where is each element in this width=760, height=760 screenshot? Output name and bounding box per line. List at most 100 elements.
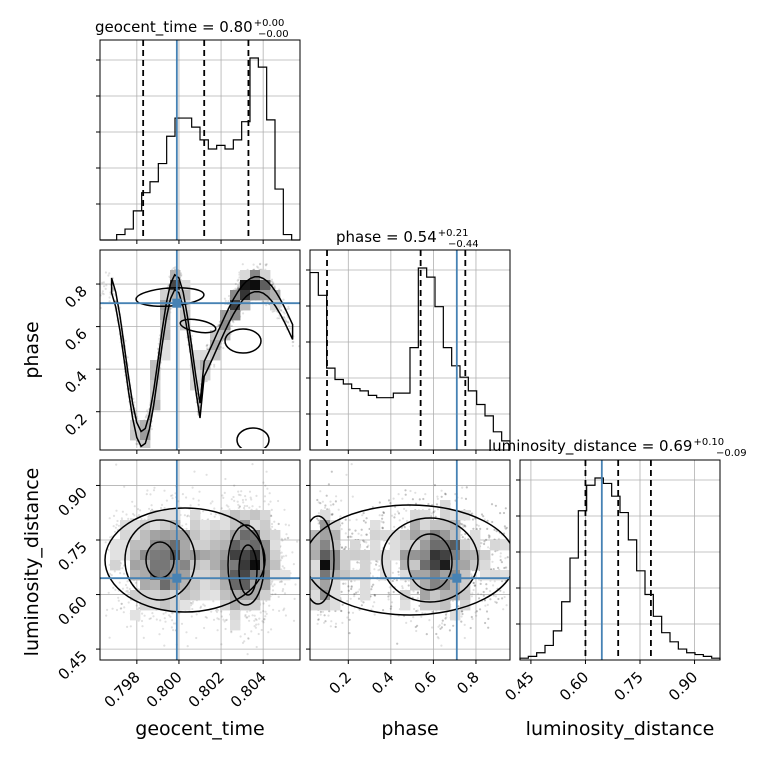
sample-point xyxy=(109,572,112,576)
sample-point xyxy=(289,327,292,330)
density-cell xyxy=(220,330,231,341)
sample-point xyxy=(150,428,153,431)
sample-point xyxy=(91,361,93,363)
sample-point xyxy=(280,555,283,558)
sample-point xyxy=(259,611,262,614)
sample-point xyxy=(107,274,110,277)
sample-point xyxy=(280,309,283,312)
sample-point xyxy=(230,498,233,501)
sample-point xyxy=(280,305,283,308)
sample-point xyxy=(180,274,183,277)
density-cell xyxy=(230,310,241,321)
sample-point xyxy=(137,514,141,517)
sample-point xyxy=(230,324,233,327)
title-phase: phase = 0.54+0.21 xyxy=(336,228,468,246)
sample-point xyxy=(247,637,250,640)
sample-point xyxy=(234,287,237,290)
density-cell xyxy=(190,360,201,371)
sample-point xyxy=(224,299,227,302)
sample-point xyxy=(266,487,269,490)
sample-point xyxy=(237,490,240,493)
panel-phase-vs-geocent-time xyxy=(88,249,307,455)
sample-point xyxy=(260,628,263,632)
sample-point xyxy=(108,517,111,520)
sample-point xyxy=(163,506,166,510)
sample-point xyxy=(277,595,280,599)
density-cell xyxy=(240,290,251,301)
sample-point xyxy=(206,347,209,350)
density-cell xyxy=(240,300,251,311)
sample-point xyxy=(222,347,225,350)
sample-point xyxy=(305,359,307,361)
sample-point xyxy=(281,565,284,568)
sample-point xyxy=(116,519,119,523)
sample-point xyxy=(128,587,131,591)
sample-point xyxy=(192,497,195,500)
sample-point xyxy=(284,318,287,321)
sample-point xyxy=(238,285,241,288)
sample-point xyxy=(145,413,148,416)
sample-point xyxy=(213,363,216,366)
sample-point xyxy=(114,300,118,303)
sample-point xyxy=(215,326,218,329)
sample-point xyxy=(112,586,115,590)
sample-point xyxy=(242,501,245,504)
sample-point xyxy=(296,540,299,543)
sample-point xyxy=(88,367,90,369)
sample-point xyxy=(149,617,152,620)
sample-point xyxy=(233,484,236,487)
sample-point xyxy=(262,481,265,484)
panel-phase-histogram xyxy=(306,249,511,454)
sample-point xyxy=(199,606,202,610)
sample-point xyxy=(140,450,142,452)
sample-point xyxy=(91,344,93,346)
sample-point xyxy=(102,293,105,296)
title-luminosity-distance: luminosity_distance = 0.69+0.10 xyxy=(488,437,724,456)
density-cell xyxy=(200,350,211,361)
sample-point xyxy=(236,285,239,288)
sample-point xyxy=(220,615,223,618)
sample-point xyxy=(220,342,223,345)
sample-point xyxy=(153,486,156,489)
sample-point xyxy=(142,636,145,640)
sample-point xyxy=(213,365,216,368)
sample-point xyxy=(272,281,275,284)
sample-point xyxy=(287,321,290,324)
sample-point xyxy=(283,312,286,315)
sample-point xyxy=(282,298,285,301)
sample-point xyxy=(255,618,258,622)
sample-point xyxy=(232,321,235,324)
sample-point xyxy=(135,604,138,607)
sample-point xyxy=(285,320,288,323)
sample-point xyxy=(190,334,193,338)
sample-point xyxy=(280,537,283,541)
sample-point xyxy=(205,345,208,348)
sample-point xyxy=(141,453,143,455)
contour xyxy=(135,286,205,308)
sample-point xyxy=(163,617,166,620)
sample-point xyxy=(237,278,240,281)
sample-point xyxy=(152,489,156,492)
sample-point xyxy=(246,616,249,619)
sample-point xyxy=(126,625,129,629)
sample-point xyxy=(237,503,240,506)
sample-point xyxy=(283,583,287,586)
sample-point xyxy=(198,404,201,407)
density-cell xyxy=(210,350,221,361)
sample-point xyxy=(239,494,242,497)
sample-point xyxy=(227,300,230,303)
sample-point xyxy=(283,317,286,320)
density-cell xyxy=(230,300,241,311)
sample-point xyxy=(231,320,235,323)
axes-frame xyxy=(309,249,511,451)
sample-point xyxy=(280,309,283,312)
sample-point xyxy=(104,287,107,290)
sample-point xyxy=(221,494,224,497)
sample-point xyxy=(96,320,98,322)
sample-point xyxy=(222,618,225,621)
sample-point xyxy=(91,353,93,355)
density-cell xyxy=(150,400,161,411)
sample-point xyxy=(239,635,242,638)
sample-point xyxy=(126,589,129,592)
